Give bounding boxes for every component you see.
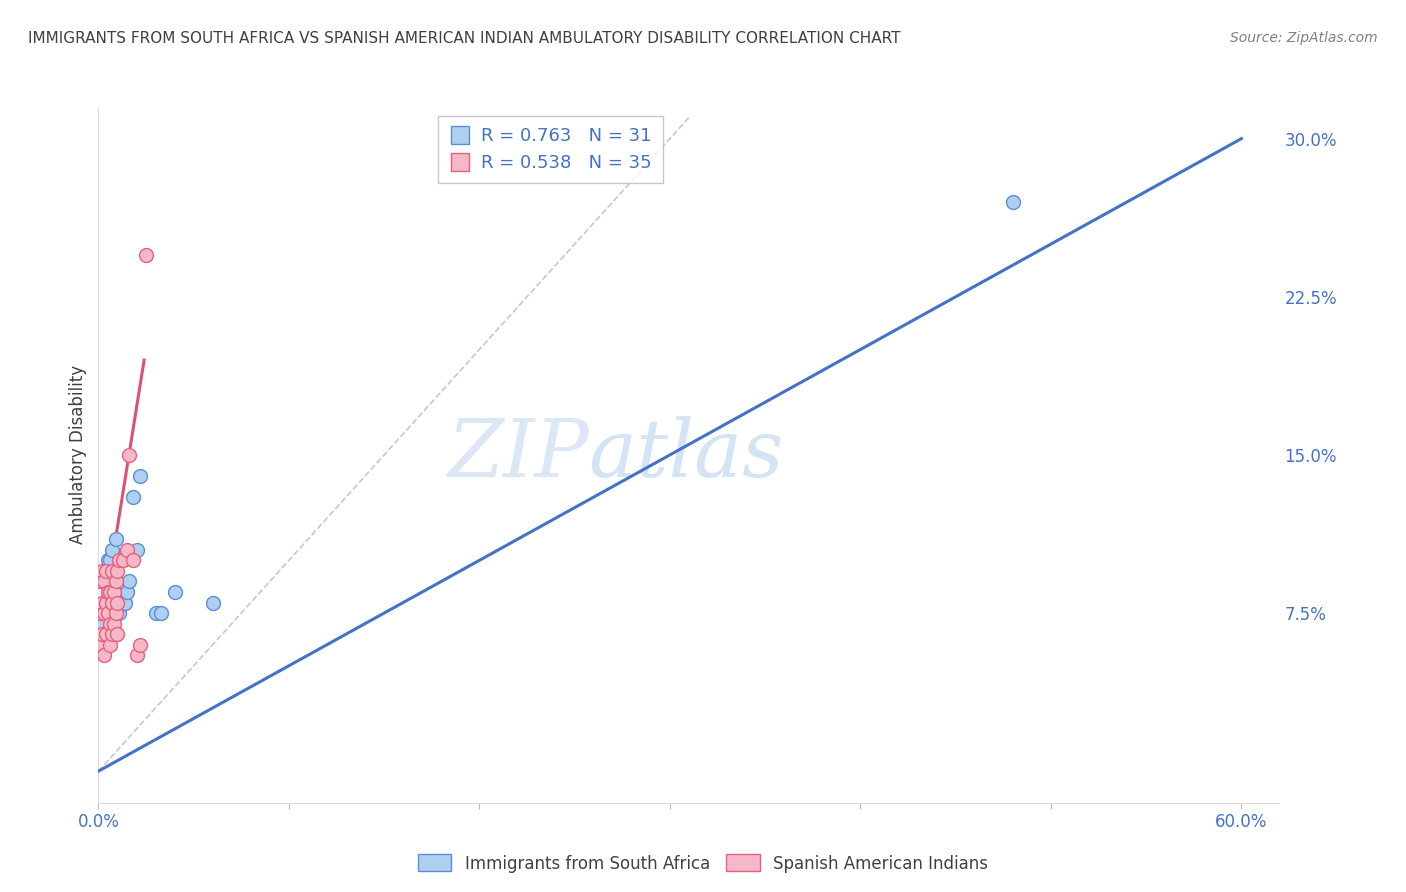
Text: atlas: atlas	[589, 417, 785, 493]
Spanish American Indians	[93, 648, 115, 663]
Spanish American Indians	[100, 627, 122, 641]
Spanish American Indians	[94, 564, 117, 578]
Immigrants from South Africa	[103, 564, 125, 578]
Spanish American Indians	[93, 574, 115, 589]
Immigrants from South Africa	[93, 595, 115, 609]
Immigrants from South Africa	[104, 533, 127, 547]
Immigrants from South Africa	[129, 469, 152, 483]
Immigrants from South Africa	[97, 585, 120, 599]
Immigrants from South Africa	[89, 638, 111, 652]
Spanish American Indians	[98, 638, 121, 652]
Spanish American Indians	[104, 574, 127, 589]
Spanish American Indians	[91, 564, 114, 578]
Spanish American Indians	[121, 553, 143, 567]
Immigrants from South Africa	[100, 542, 122, 557]
Immigrants from South Africa	[107, 595, 129, 609]
Immigrants from South Africa	[93, 574, 115, 589]
Immigrants from South Africa	[108, 606, 131, 620]
Legend: R = 0.763   N = 31, R = 0.538   N = 35: R = 0.763 N = 31, R = 0.538 N = 35	[439, 116, 664, 183]
Spanish American Indians	[112, 553, 135, 567]
Spanish American Indians	[93, 606, 115, 620]
Immigrants from South Africa	[150, 606, 173, 620]
Spanish American Indians	[107, 627, 129, 641]
Text: IMMIGRANTS FROM SOUTH AFRICA VS SPANISH AMERICAN INDIAN AMBULATORY DISABILITY CO: IMMIGRANTS FROM SOUTH AFRICA VS SPANISH …	[28, 31, 901, 46]
Immigrants from South Africa	[1001, 194, 1024, 209]
Text: Source: ZipAtlas.com: Source: ZipAtlas.com	[1230, 31, 1378, 45]
Spanish American Indians	[91, 595, 114, 609]
Immigrants from South Africa	[94, 564, 117, 578]
Immigrants from South Africa	[98, 553, 121, 567]
Immigrants from South Africa	[201, 595, 224, 609]
Spanish American Indians	[103, 585, 125, 599]
Text: ZIP: ZIP	[447, 417, 589, 493]
Spanish American Indians	[135, 247, 157, 261]
Immigrants from South Africa	[121, 490, 143, 504]
Immigrants from South Africa	[93, 627, 115, 641]
Immigrants from South Africa	[97, 553, 120, 567]
Immigrants from South Africa	[107, 606, 129, 620]
Spanish American Indians	[129, 638, 152, 652]
Immigrants from South Africa	[145, 606, 167, 620]
Immigrants from South Africa	[163, 585, 186, 599]
Spanish American Indians	[91, 627, 114, 641]
Immigrants from South Africa	[110, 595, 132, 609]
Spanish American Indians	[118, 448, 141, 462]
Immigrants from South Africa	[118, 574, 141, 589]
Spanish American Indians	[89, 606, 111, 620]
Immigrants from South Africa	[100, 574, 122, 589]
Spanish American Indians	[103, 616, 125, 631]
Immigrants from South Africa	[112, 595, 135, 609]
Spanish American Indians	[94, 627, 117, 641]
Spanish American Indians	[100, 564, 122, 578]
Y-axis label: Ambulatory Disability: Ambulatory Disability	[69, 366, 87, 544]
Spanish American Indians	[98, 616, 121, 631]
Spanish American Indians	[94, 595, 117, 609]
Spanish American Indians	[108, 553, 131, 567]
Spanish American Indians	[100, 595, 122, 609]
Spanish American Indians	[107, 595, 129, 609]
Immigrants from South Africa	[115, 585, 138, 599]
Immigrants from South Africa	[94, 606, 117, 620]
Immigrants from South Africa	[114, 595, 136, 609]
Spanish American Indians	[98, 585, 121, 599]
Spanish American Indians	[107, 564, 129, 578]
Immigrants from South Africa	[91, 633, 114, 648]
Immigrants from South Africa	[91, 616, 114, 631]
Spanish American Indians	[97, 585, 120, 599]
Spanish American Indians	[125, 648, 148, 663]
Immigrants from South Africa	[125, 542, 148, 557]
Spanish American Indians	[115, 542, 138, 557]
Legend: Immigrants from South Africa, Spanish American Indians: Immigrants from South Africa, Spanish Am…	[411, 847, 995, 880]
Spanish American Indians	[89, 638, 111, 652]
Spanish American Indians	[104, 606, 127, 620]
Spanish American Indians	[89, 574, 111, 589]
Spanish American Indians	[97, 606, 120, 620]
